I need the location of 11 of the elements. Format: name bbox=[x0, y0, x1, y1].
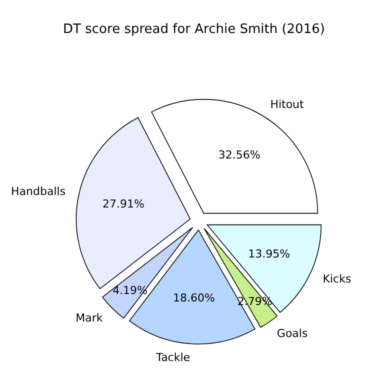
data-label: 18.60% bbox=[172, 292, 215, 305]
slice-label: Kicks bbox=[322, 272, 352, 286]
data-label: 27.91% bbox=[102, 198, 144, 211]
slice-label: Tackle bbox=[155, 350, 190, 364]
slice-label: Mark bbox=[76, 312, 104, 325]
chart-title: DT score spread for Archie Smith (2016) bbox=[62, 22, 326, 37]
slice-label: Handballs bbox=[11, 184, 66, 198]
slice-label: Hitout bbox=[270, 98, 305, 111]
data-label: 13.95% bbox=[248, 247, 290, 260]
slice-label: Goals bbox=[276, 326, 308, 340]
data-label: 32.56% bbox=[218, 148, 260, 162]
